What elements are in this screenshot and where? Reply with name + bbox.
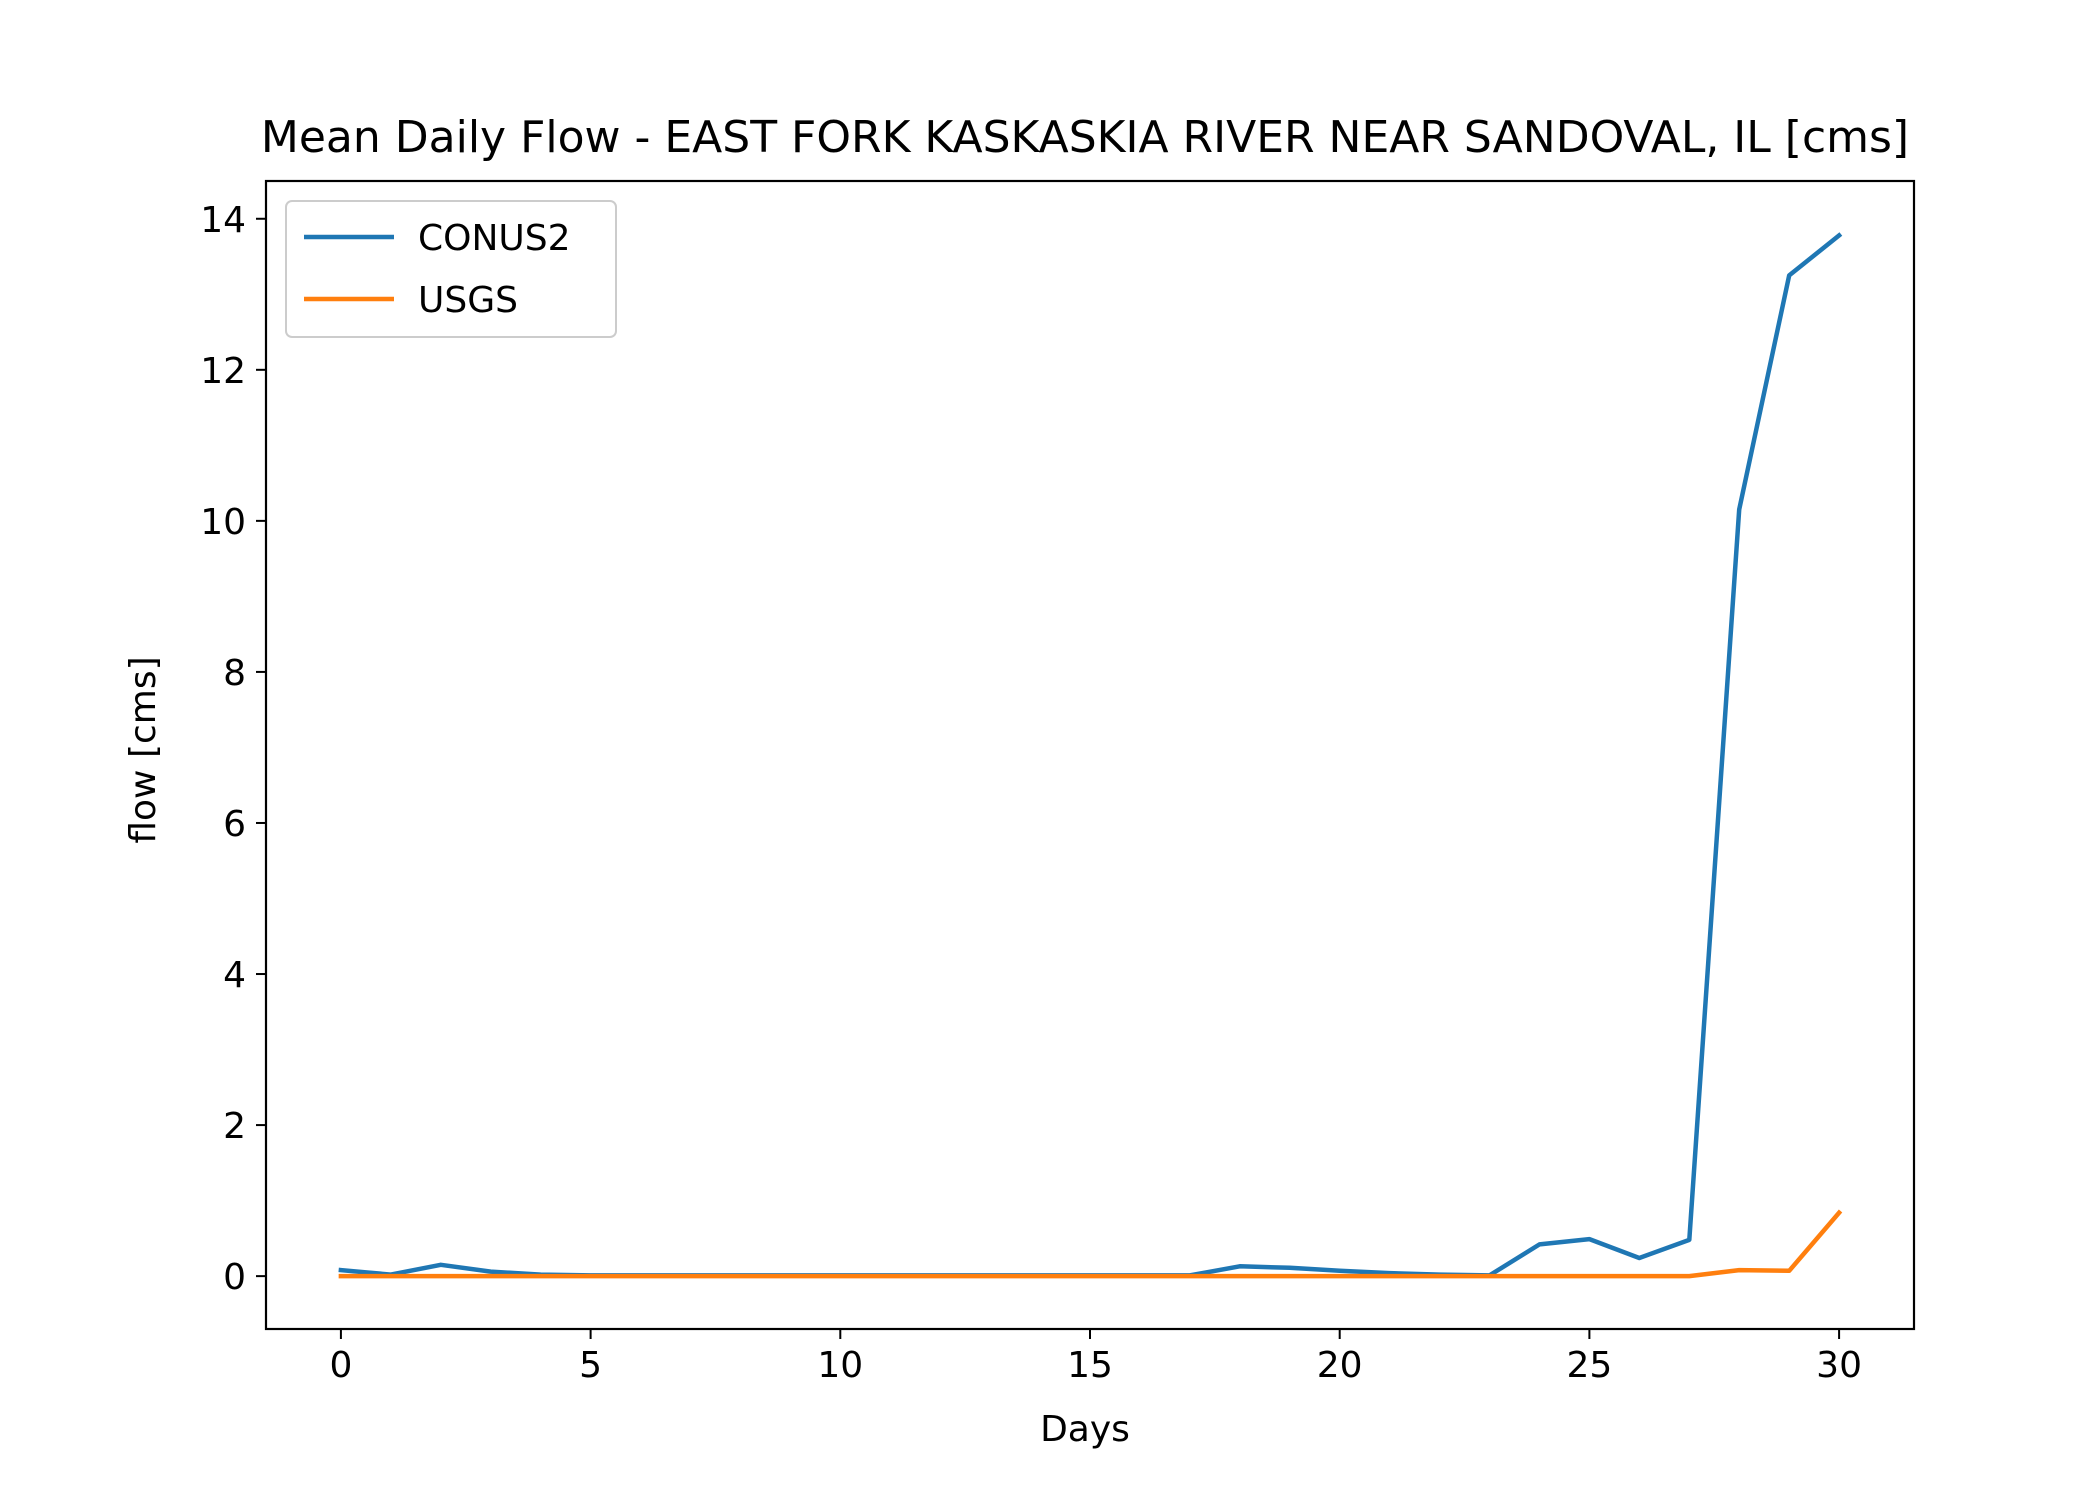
legend: CONUS2 USGS (285, 200, 617, 338)
x-axis-title: Days (1040, 1409, 1130, 1450)
y-tick-label: 12 (200, 351, 246, 392)
y-axis: 0 2 4 6 8 10 12 14 (200, 200, 266, 1298)
x-tick-label: 20 (1317, 1345, 1363, 1386)
y-axis-title: flow [cms] (123, 656, 164, 843)
x-tick-label: 10 (817, 1345, 863, 1386)
y-tick-label: 6 (223, 804, 246, 845)
x-tick-label: 25 (1566, 1345, 1612, 1386)
y-tick-label: 14 (200, 200, 246, 241)
x-tick-label: 0 (329, 1345, 352, 1386)
x-axis: 0 5 10 15 20 25 30 (329, 1329, 1862, 1386)
y-tick-label: 4 (223, 955, 246, 996)
series-line-usgs (338, 1209, 1843, 1279)
y-tick-label: 10 (200, 502, 246, 543)
x-tick-label: 15 (1067, 1345, 1113, 1386)
legend-label-conus2: CONUS2 (418, 218, 571, 259)
chart-title: Mean Daily Flow - EAST FORK KASKASKIA RI… (261, 112, 1909, 163)
y-tick-label: 2 (223, 1106, 246, 1147)
x-tick-label: 30 (1816, 1345, 1862, 1386)
y-tick-label: 8 (223, 653, 246, 694)
legend-label-usgs: USGS (418, 280, 518, 321)
x-tick-label: 5 (579, 1345, 602, 1386)
y-tick-label: 0 (223, 1257, 246, 1298)
